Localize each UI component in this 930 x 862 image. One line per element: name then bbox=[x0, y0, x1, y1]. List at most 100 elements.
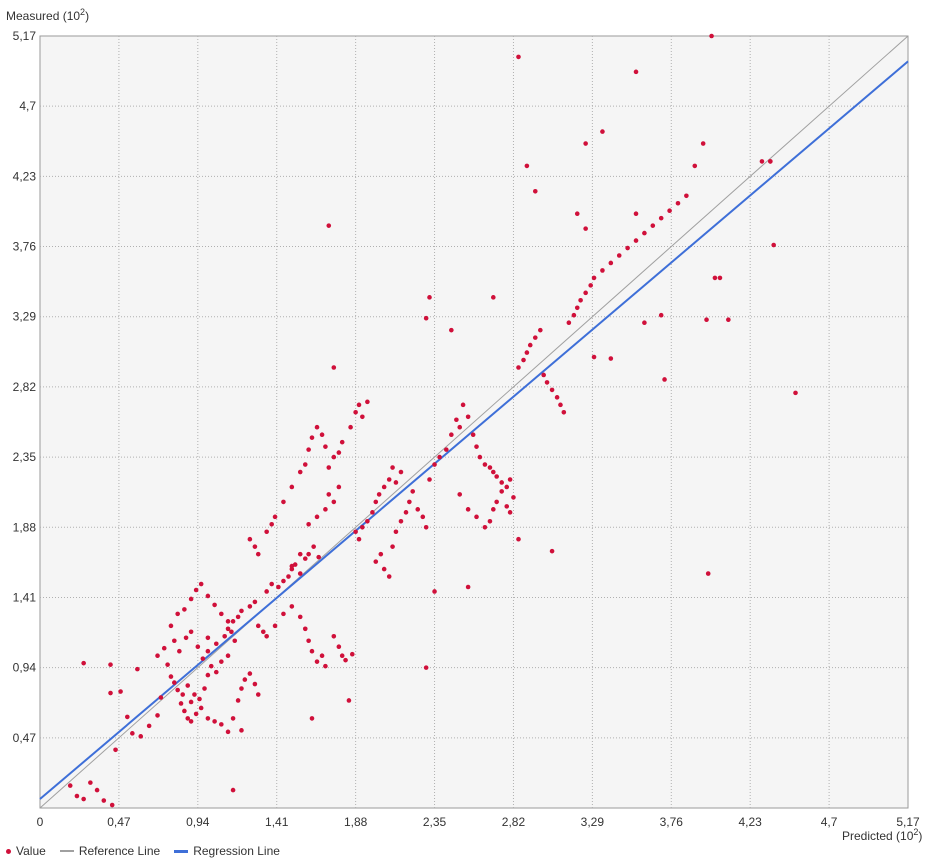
data-point bbox=[650, 223, 656, 228]
data-point bbox=[470, 432, 476, 437]
data-point bbox=[276, 584, 281, 590]
data-point bbox=[205, 635, 211, 641]
x-tick-label: 0,94 bbox=[186, 815, 210, 829]
y-tick-label: 0,47 bbox=[13, 731, 37, 745]
data-point bbox=[255, 692, 261, 697]
x-tick-label: 3,29 bbox=[581, 815, 605, 829]
data-point bbox=[182, 607, 187, 612]
data-point bbox=[642, 230, 647, 236]
data-point bbox=[192, 692, 197, 697]
x-tick-label: 2,82 bbox=[502, 815, 526, 829]
data-point bbox=[336, 644, 342, 650]
data-point bbox=[591, 275, 597, 281]
data-point bbox=[165, 662, 170, 667]
data-point bbox=[474, 514, 479, 520]
data-point bbox=[583, 226, 588, 231]
data-point bbox=[353, 409, 358, 415]
data-point bbox=[538, 327, 543, 333]
data-point bbox=[566, 320, 572, 326]
data-point bbox=[390, 465, 395, 470]
data-point bbox=[74, 793, 80, 799]
data-point bbox=[188, 699, 194, 705]
data-point bbox=[208, 663, 214, 669]
data-point bbox=[420, 514, 426, 520]
data-point bbox=[390, 544, 395, 549]
data-point bbox=[272, 514, 278, 520]
data-point bbox=[175, 687, 180, 693]
data-point bbox=[331, 454, 337, 460]
data-point bbox=[704, 317, 709, 323]
data-point bbox=[494, 499, 499, 505]
data-point bbox=[289, 563, 295, 569]
data-point bbox=[494, 474, 499, 479]
data-point bbox=[558, 402, 563, 408]
y-tick-label: 2,35 bbox=[13, 450, 37, 464]
data-point bbox=[326, 492, 332, 497]
data-point bbox=[574, 305, 580, 311]
data-point bbox=[81, 660, 86, 666]
data-point bbox=[197, 696, 202, 702]
data-point bbox=[306, 521, 311, 527]
data-point bbox=[465, 507, 471, 512]
data-point bbox=[225, 729, 231, 735]
y-tick-label: 3,76 bbox=[13, 240, 37, 254]
data-point bbox=[662, 377, 667, 382]
data-point bbox=[457, 424, 463, 430]
data-point bbox=[726, 317, 731, 323]
x-axis-title-text: Predicted (10 bbox=[842, 829, 914, 843]
data-point bbox=[343, 657, 348, 663]
data-point bbox=[516, 365, 521, 370]
data-point bbox=[527, 342, 533, 348]
data-point bbox=[588, 283, 593, 288]
data-point bbox=[365, 518, 370, 524]
data-point bbox=[460, 402, 466, 408]
data-point bbox=[314, 424, 320, 430]
data-point bbox=[180, 692, 186, 697]
data-point bbox=[373, 499, 379, 505]
data-point bbox=[193, 711, 199, 717]
data-point bbox=[423, 665, 429, 670]
data-point bbox=[235, 614, 241, 620]
data-point bbox=[336, 450, 342, 455]
data-point bbox=[684, 193, 689, 199]
data-point bbox=[658, 215, 664, 221]
data-point bbox=[309, 648, 315, 654]
data-point bbox=[449, 432, 454, 437]
data-point bbox=[386, 574, 392, 579]
legend-swatch-reference bbox=[59, 850, 74, 852]
data-point bbox=[225, 626, 231, 632]
y-tick-label: 4,7 bbox=[19, 99, 36, 113]
legend-label-regression: Regression Line bbox=[193, 844, 280, 858]
data-point bbox=[667, 208, 672, 214]
data-point bbox=[524, 350, 530, 355]
data-point bbox=[219, 659, 224, 664]
data-point bbox=[381, 484, 387, 490]
data-point bbox=[138, 734, 144, 739]
data-point bbox=[398, 469, 404, 475]
data-point bbox=[504, 484, 510, 490]
data-point bbox=[516, 54, 521, 60]
data-point bbox=[771, 242, 776, 248]
data-point bbox=[346, 698, 352, 703]
data-point bbox=[432, 462, 437, 467]
data-point bbox=[125, 714, 130, 720]
data-point bbox=[286, 574, 291, 579]
x-tick-label: 4,7 bbox=[821, 815, 838, 829]
x-tick-label: 1,88 bbox=[344, 815, 368, 829]
data-point bbox=[356, 402, 362, 408]
data-point bbox=[549, 387, 555, 393]
data-point bbox=[188, 719, 194, 724]
data-point bbox=[205, 672, 211, 678]
data-point bbox=[323, 507, 328, 512]
data-point bbox=[230, 716, 236, 721]
data-point bbox=[633, 211, 639, 216]
data-point bbox=[443, 447, 449, 452]
data-point bbox=[212, 602, 217, 608]
data-point bbox=[155, 713, 160, 718]
data-point bbox=[465, 584, 471, 590]
data-point bbox=[549, 548, 555, 554]
data-point bbox=[507, 510, 513, 515]
data-point bbox=[255, 623, 261, 629]
data-point bbox=[427, 477, 432, 482]
data-point bbox=[219, 611, 224, 617]
